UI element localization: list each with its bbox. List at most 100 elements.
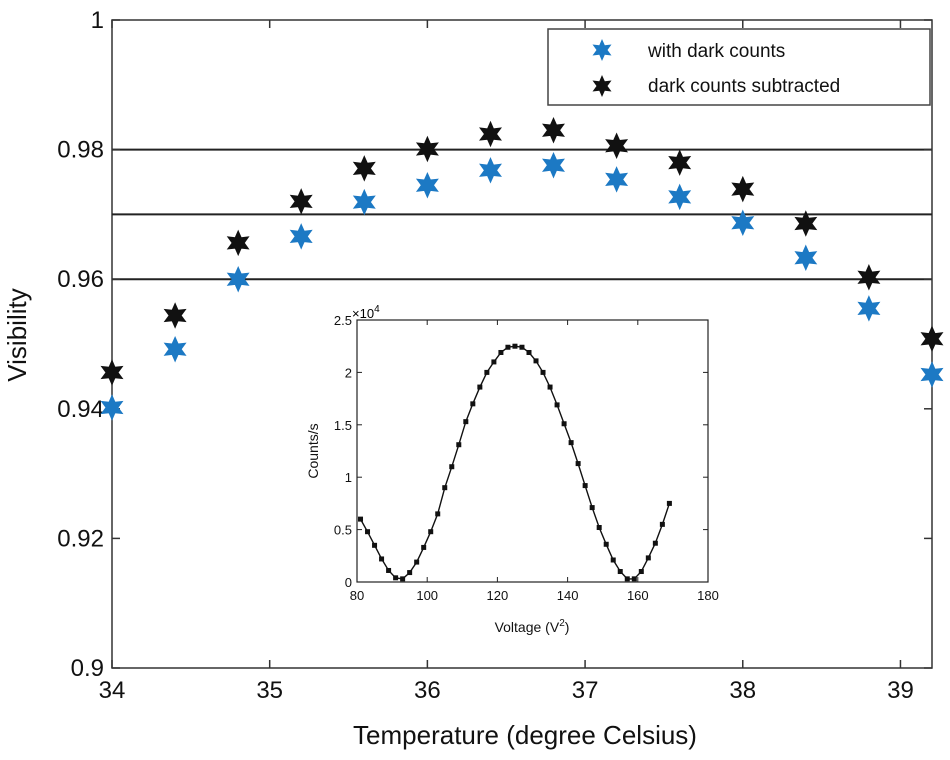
legend-box — [547, 28, 931, 106]
inset-data-point — [442, 485, 448, 491]
inset-y-axis-title: Counts/s — [305, 423, 321, 478]
x-tick-label: 34 — [99, 677, 126, 704]
inset-data-point — [372, 542, 378, 548]
data-point-with-dark-counts — [163, 335, 187, 363]
legend-marker-dark-counts-subtracted — [592, 75, 612, 97]
data-point-dark-counts-subtracted — [542, 116, 565, 144]
inset-x-tick-label: 180 — [697, 588, 719, 603]
inset-data-point — [603, 541, 609, 547]
inset-data-point — [519, 344, 525, 350]
inset-y-tick-label: 1.5 — [334, 418, 352, 433]
inset-data-point — [596, 525, 602, 531]
data-point-with-dark-counts — [415, 171, 439, 199]
inset-data-point — [554, 402, 560, 408]
inset-data-point — [526, 349, 532, 355]
data-point-with-dark-counts — [857, 295, 881, 322]
data-point-dark-counts-subtracted — [415, 135, 439, 163]
data-point-with-dark-counts — [668, 183, 692, 211]
inset-data-point — [449, 464, 455, 470]
data-point-with-dark-counts — [352, 188, 376, 216]
legend-star-black — [592, 75, 612, 97]
inset-y-tick-label: 1 — [345, 470, 352, 485]
inset-data-point — [568, 440, 574, 446]
y-tick-label: 0.96 — [57, 266, 104, 293]
inset-data-point — [624, 576, 630, 582]
inset-x-tick-label: 100 — [416, 588, 438, 603]
inset-data-point — [379, 556, 385, 562]
data-point-dark-counts-subtracted — [226, 229, 250, 257]
x-axis-title: Temperature (degree Celsius) — [353, 720, 697, 750]
inset-data-point — [456, 442, 462, 448]
x-tick-label: 35 — [256, 677, 283, 704]
inset-data-point — [575, 461, 581, 467]
x-tick-label: 39 — [887, 677, 914, 704]
inset-data-point — [589, 505, 595, 511]
inset-data-point — [386, 567, 392, 573]
inset-data-point — [666, 500, 672, 506]
inset-x-tick-label: 120 — [487, 588, 509, 603]
x-tick-label: 36 — [414, 677, 441, 704]
data-point-dark-counts-subtracted — [605, 132, 629, 159]
inset-data-point — [512, 343, 518, 349]
inset-y-tick-label: 0.5 — [334, 523, 352, 538]
inset-data-point — [540, 369, 546, 375]
inset-data-point — [582, 483, 588, 489]
data-point-with-dark-counts — [542, 151, 565, 179]
y-axis-title: Visibility — [2, 288, 32, 381]
inset-data-point — [561, 421, 567, 427]
inset-data-point — [477, 384, 483, 390]
inset-x-tick-label: 160 — [627, 588, 649, 603]
inset-y-tick-label: 0 — [345, 575, 352, 590]
inset-data-point — [400, 576, 406, 582]
legend-label-dark-counts-subtracted: dark counts subtracted — [648, 76, 840, 97]
inset-data-point — [421, 544, 427, 550]
inset-data-point — [645, 555, 651, 561]
data-point-dark-counts-subtracted — [920, 325, 944, 353]
data-point-with-dark-counts — [226, 265, 250, 293]
legend: with dark counts dark counts subtracted — [547, 28, 931, 106]
data-point-with-dark-counts — [479, 157, 502, 184]
inset-data-point — [505, 344, 511, 350]
inset-data-point — [617, 569, 623, 575]
inset-y-tick-label: 2 — [345, 365, 352, 380]
inset-data-point — [414, 559, 420, 565]
data-point-dark-counts-subtracted — [352, 155, 376, 182]
inset-data-point — [470, 401, 476, 407]
inset-data-point — [428, 529, 434, 535]
inset-data-point — [365, 529, 371, 535]
inset-data-point — [631, 576, 637, 582]
data-point-dark-counts-subtracted — [163, 302, 187, 329]
inset-plot: 80 100 120 140 160 180 0 0.5 1 1.5 2 2.5 — [334, 313, 719, 603]
data-point-with-dark-counts — [731, 209, 755, 237]
inset-x-tick-label: 140 — [557, 588, 579, 603]
inset-data-point — [610, 557, 616, 563]
inset-y-multiplier: ×104 — [352, 304, 380, 321]
inset-y-tick-label: 2.5 — [334, 313, 352, 328]
inset-data-point — [393, 575, 399, 581]
inset-data-point — [491, 359, 497, 365]
x-tick-label: 38 — [729, 677, 756, 704]
y-tick-label: 0.92 — [57, 525, 104, 552]
data-point-with-dark-counts — [920, 361, 944, 388]
inset-data-point — [407, 570, 413, 576]
y-tick-label: 0.94 — [57, 396, 104, 423]
inset-data-point — [484, 369, 490, 375]
inset-data-point — [358, 516, 364, 522]
inset-data-point — [498, 349, 504, 355]
data-point-dark-counts-subtracted — [857, 264, 881, 291]
y-tick-label: 0.98 — [57, 137, 104, 164]
y-tick-label: 1 — [91, 7, 104, 34]
data-point-dark-counts-subtracted — [289, 188, 313, 215]
inset-frame — [356, 319, 709, 583]
inset-data-point — [652, 540, 658, 546]
data-point-dark-counts-subtracted — [731, 175, 755, 203]
main-plot: 34 35 36 37 38 39 0.9 0.92 0.94 0.96 0.98 1 — [57, 7, 944, 704]
inset-data-point — [547, 384, 553, 390]
inset-data-point — [463, 419, 469, 425]
data-point-dark-counts-subtracted — [479, 120, 502, 148]
data-point-dark-counts-subtracted — [794, 210, 818, 237]
inset-data-point — [533, 358, 539, 364]
inset-data-point — [435, 511, 441, 517]
data-point-with-dark-counts — [605, 166, 629, 193]
